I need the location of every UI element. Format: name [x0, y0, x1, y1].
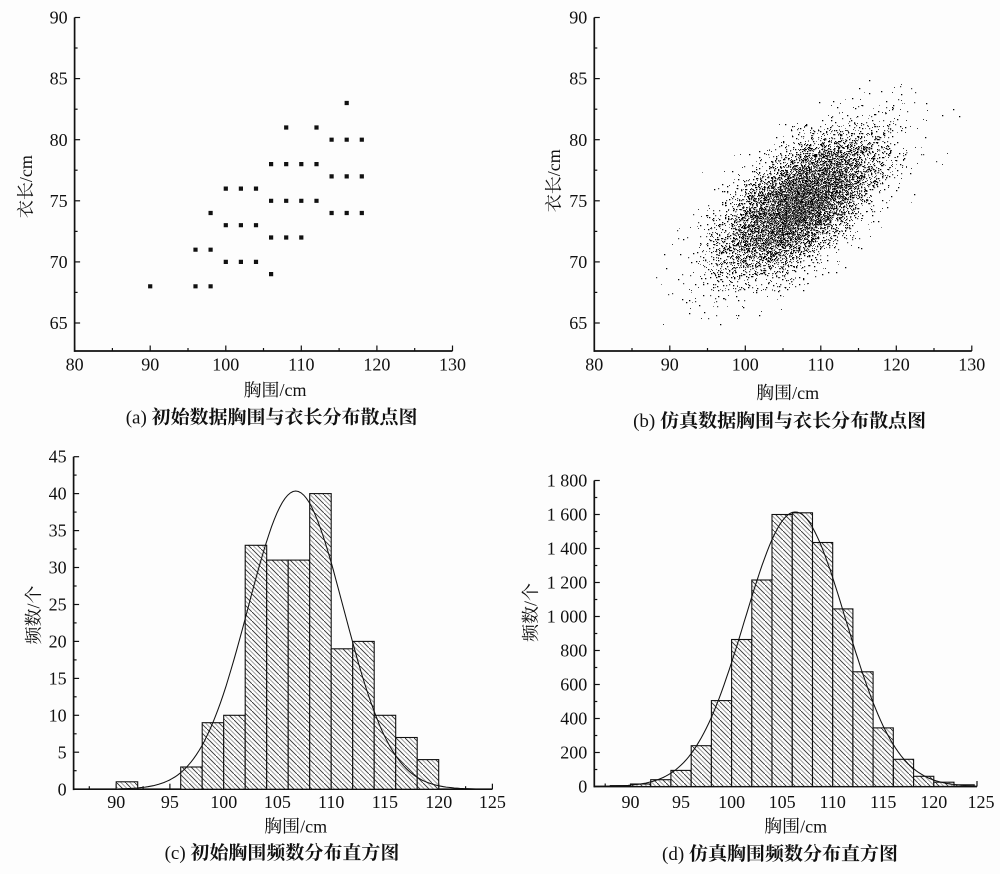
svg-text:70: 70	[569, 252, 587, 272]
svg-text:1 600: 1 600	[547, 505, 588, 525]
svg-text:90: 90	[107, 792, 125, 812]
svg-text:20: 20	[49, 632, 67, 652]
svg-text:(d): (d)	[662, 844, 684, 865]
svg-text:75: 75	[569, 191, 587, 211]
svg-text:/cm: /cm	[800, 816, 827, 836]
svg-text:/cm: /cm	[792, 383, 819, 403]
svg-text:15: 15	[49, 668, 67, 688]
svg-text:100: 100	[718, 792, 745, 812]
svg-text:65: 65	[569, 313, 587, 333]
svg-text:1 000: 1 000	[547, 607, 588, 627]
svg-text:100: 100	[212, 355, 239, 375]
svg-text:115: 115	[372, 792, 398, 812]
svg-text:1 200: 1 200	[547, 573, 588, 593]
svg-text:5: 5	[58, 742, 67, 762]
svg-text:30: 30	[49, 558, 67, 578]
svg-text:80: 80	[569, 130, 587, 150]
svg-text:/cm: /cm	[280, 380, 307, 400]
svg-text:110: 110	[808, 355, 834, 375]
svg-text:(c): (c)	[165, 843, 186, 864]
svg-text:130: 130	[958, 355, 985, 375]
svg-text:80: 80	[585, 355, 603, 375]
svg-text:/cm: /cm	[544, 149, 564, 176]
svg-text:85: 85	[569, 69, 587, 89]
svg-text:/: /	[521, 601, 541, 606]
svg-text:105: 105	[264, 792, 291, 812]
svg-text:1 800: 1 800	[547, 471, 588, 491]
svg-text:800: 800	[560, 641, 587, 661]
svg-text:120: 120	[425, 792, 452, 812]
svg-text:(b): (b)	[633, 411, 655, 432]
svg-text:70: 70	[50, 252, 68, 272]
svg-text:35: 35	[49, 521, 67, 541]
svg-text:110: 110	[288, 355, 314, 375]
svg-text:75: 75	[50, 191, 68, 211]
svg-text:90: 90	[661, 355, 679, 375]
svg-text:/cm: /cm	[300, 816, 327, 836]
svg-text:1 400: 1 400	[547, 539, 588, 559]
svg-text:120: 120	[883, 355, 910, 375]
svg-text:/cm: /cm	[16, 155, 36, 182]
svg-text:40: 40	[49, 484, 67, 504]
svg-text:90: 90	[50, 8, 68, 28]
svg-text:10: 10	[49, 705, 67, 725]
svg-text:80: 80	[50, 130, 68, 150]
svg-text:95: 95	[672, 792, 690, 812]
svg-text:45: 45	[49, 447, 67, 467]
svg-text:125: 125	[968, 792, 995, 812]
svg-text:80: 80	[66, 355, 84, 375]
svg-text:100: 100	[210, 792, 237, 812]
svg-text:125: 125	[479, 792, 506, 812]
svg-text:110: 110	[318, 792, 344, 812]
svg-text:115: 115	[870, 792, 896, 812]
svg-text:400: 400	[560, 709, 587, 729]
svg-text:0: 0	[578, 777, 587, 797]
svg-text:(a): (a)	[126, 408, 147, 429]
svg-text:0: 0	[58, 779, 67, 799]
svg-text:130: 130	[439, 355, 466, 375]
svg-text:90: 90	[141, 355, 159, 375]
svg-text:95: 95	[161, 792, 179, 812]
svg-text:90: 90	[569, 8, 587, 28]
svg-text:90: 90	[622, 792, 640, 812]
svg-text:120: 120	[363, 355, 390, 375]
svg-text:200: 200	[560, 743, 587, 763]
svg-text:25: 25	[49, 595, 67, 615]
svg-text:110: 110	[820, 792, 846, 812]
svg-text:/: /	[24, 603, 44, 608]
svg-text:85: 85	[50, 69, 68, 89]
svg-text:100: 100	[732, 355, 759, 375]
svg-text:105: 105	[769, 792, 796, 812]
svg-text:600: 600	[560, 675, 587, 695]
svg-text:120: 120	[920, 792, 947, 812]
svg-text:65: 65	[50, 313, 68, 333]
